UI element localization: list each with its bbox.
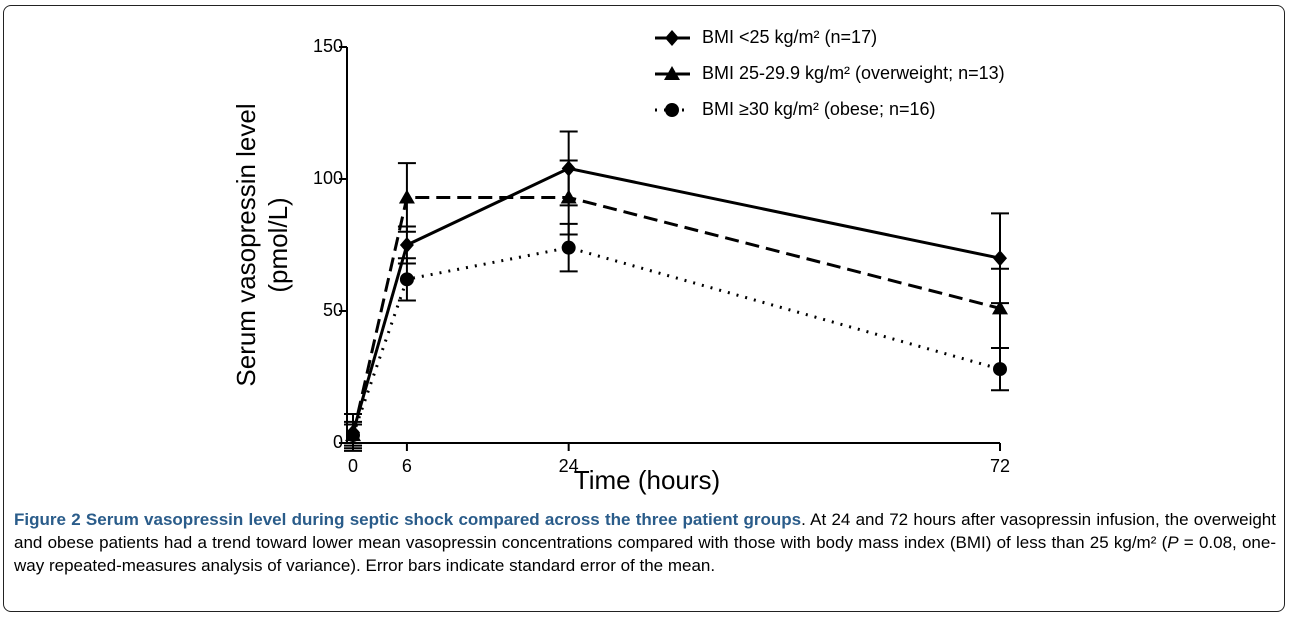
marker [561, 240, 576, 255]
y-axis-title: (pmol/L) [263, 197, 293, 292]
x-tick-label: 6 [402, 456, 412, 476]
y-axis-title: Serum vasopressin level [231, 103, 261, 386]
x-axis-title: Time (hours) [574, 465, 720, 495]
legend-label: BMI <25 kg/m² (n=17) [702, 27, 877, 47]
caption-p: P [1167, 533, 1179, 552]
legend-marker [665, 103, 679, 117]
caption: Figure 2 Serum vasopressin level during … [14, 508, 1276, 577]
legend-marker [664, 66, 680, 80]
marker [993, 362, 1007, 377]
y-tick-label: 50 [323, 300, 343, 320]
y-tick-label: 100 [313, 168, 343, 188]
y-tick-label: 0 [333, 432, 343, 452]
series-line [351, 166, 1001, 433]
caption-title: Serum vasopressin level during septic sh… [85, 510, 802, 529]
marker [398, 189, 415, 204]
series-line [351, 246, 1001, 436]
chart: Time (hours) Serum vasopressin level (pm… [231, 27, 1010, 495]
y-tick-label: 150 [313, 36, 343, 56]
legend-marker [665, 30, 679, 46]
x-tick-label: 0 [348, 456, 358, 476]
figure-frame [3, 5, 1285, 612]
marker [346, 428, 360, 443]
x-tick-label: 24 [559, 456, 579, 476]
caption-text: = 0.08, one-way repeated-measures analys… [14, 533, 1276, 575]
marker [399, 272, 414, 287]
x-tick-label: 72 [990, 456, 1010, 476]
marker [992, 300, 1008, 315]
marker [399, 237, 414, 253]
caption-label: Figure 2 [14, 510, 81, 529]
legend-label: BMI ≥30 kg/m² (obese; n=16) [702, 99, 935, 119]
marker [993, 250, 1007, 267]
caption-text: . At 24 and 72 hours after vasopressin i… [14, 510, 1276, 552]
legend-label: BMI 25-29.9 kg/m² (overweight; n=13) [702, 63, 1005, 83]
marker [560, 189, 577, 204]
series-line [351, 195, 1001, 436]
